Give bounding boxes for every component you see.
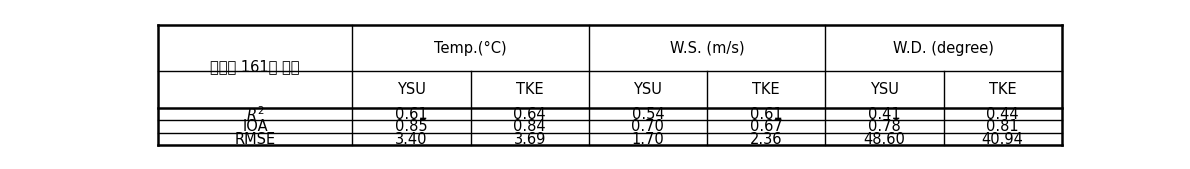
Text: 0.67: 0.67 [750, 119, 783, 134]
Text: 48.60: 48.60 [864, 131, 906, 147]
Text: 0.84: 0.84 [513, 119, 546, 134]
Text: 3.69: 3.69 [513, 131, 546, 147]
Text: YSU: YSU [870, 82, 898, 97]
Text: 0.78: 0.78 [868, 119, 901, 134]
Text: 40.94: 40.94 [982, 131, 1023, 147]
Text: W.D. (degree): W.D. (degree) [892, 41, 994, 56]
Text: Temp.(°C): Temp.(°C) [434, 41, 507, 56]
Text: 0.61: 0.61 [750, 107, 783, 122]
Text: 0.70: 0.70 [632, 119, 664, 134]
Text: $R^2$: $R^2$ [246, 105, 264, 124]
Text: 0.41: 0.41 [868, 107, 901, 122]
Text: TKE: TKE [752, 82, 779, 97]
Text: TKE: TKE [515, 82, 544, 97]
Text: 2.36: 2.36 [750, 131, 782, 147]
Text: RMSE: RMSE [234, 131, 276, 147]
Text: 0.61: 0.61 [395, 107, 427, 122]
Text: 0.64: 0.64 [513, 107, 546, 122]
Text: 1.70: 1.70 [632, 131, 664, 147]
Text: 0.54: 0.54 [632, 107, 664, 122]
Text: 0.81: 0.81 [987, 119, 1019, 134]
Text: 3.40: 3.40 [395, 131, 427, 147]
Text: 수도권 161개 지점: 수도권 161개 지점 [211, 59, 300, 74]
Text: YSU: YSU [397, 82, 426, 97]
Text: W.S. (m/s): W.S. (m/s) [670, 41, 745, 56]
Text: TKE: TKE [989, 82, 1016, 97]
Text: 0.85: 0.85 [395, 119, 427, 134]
Text: IOA: IOA [243, 119, 268, 134]
Text: YSU: YSU [633, 82, 663, 97]
Text: 0.44: 0.44 [987, 107, 1019, 122]
